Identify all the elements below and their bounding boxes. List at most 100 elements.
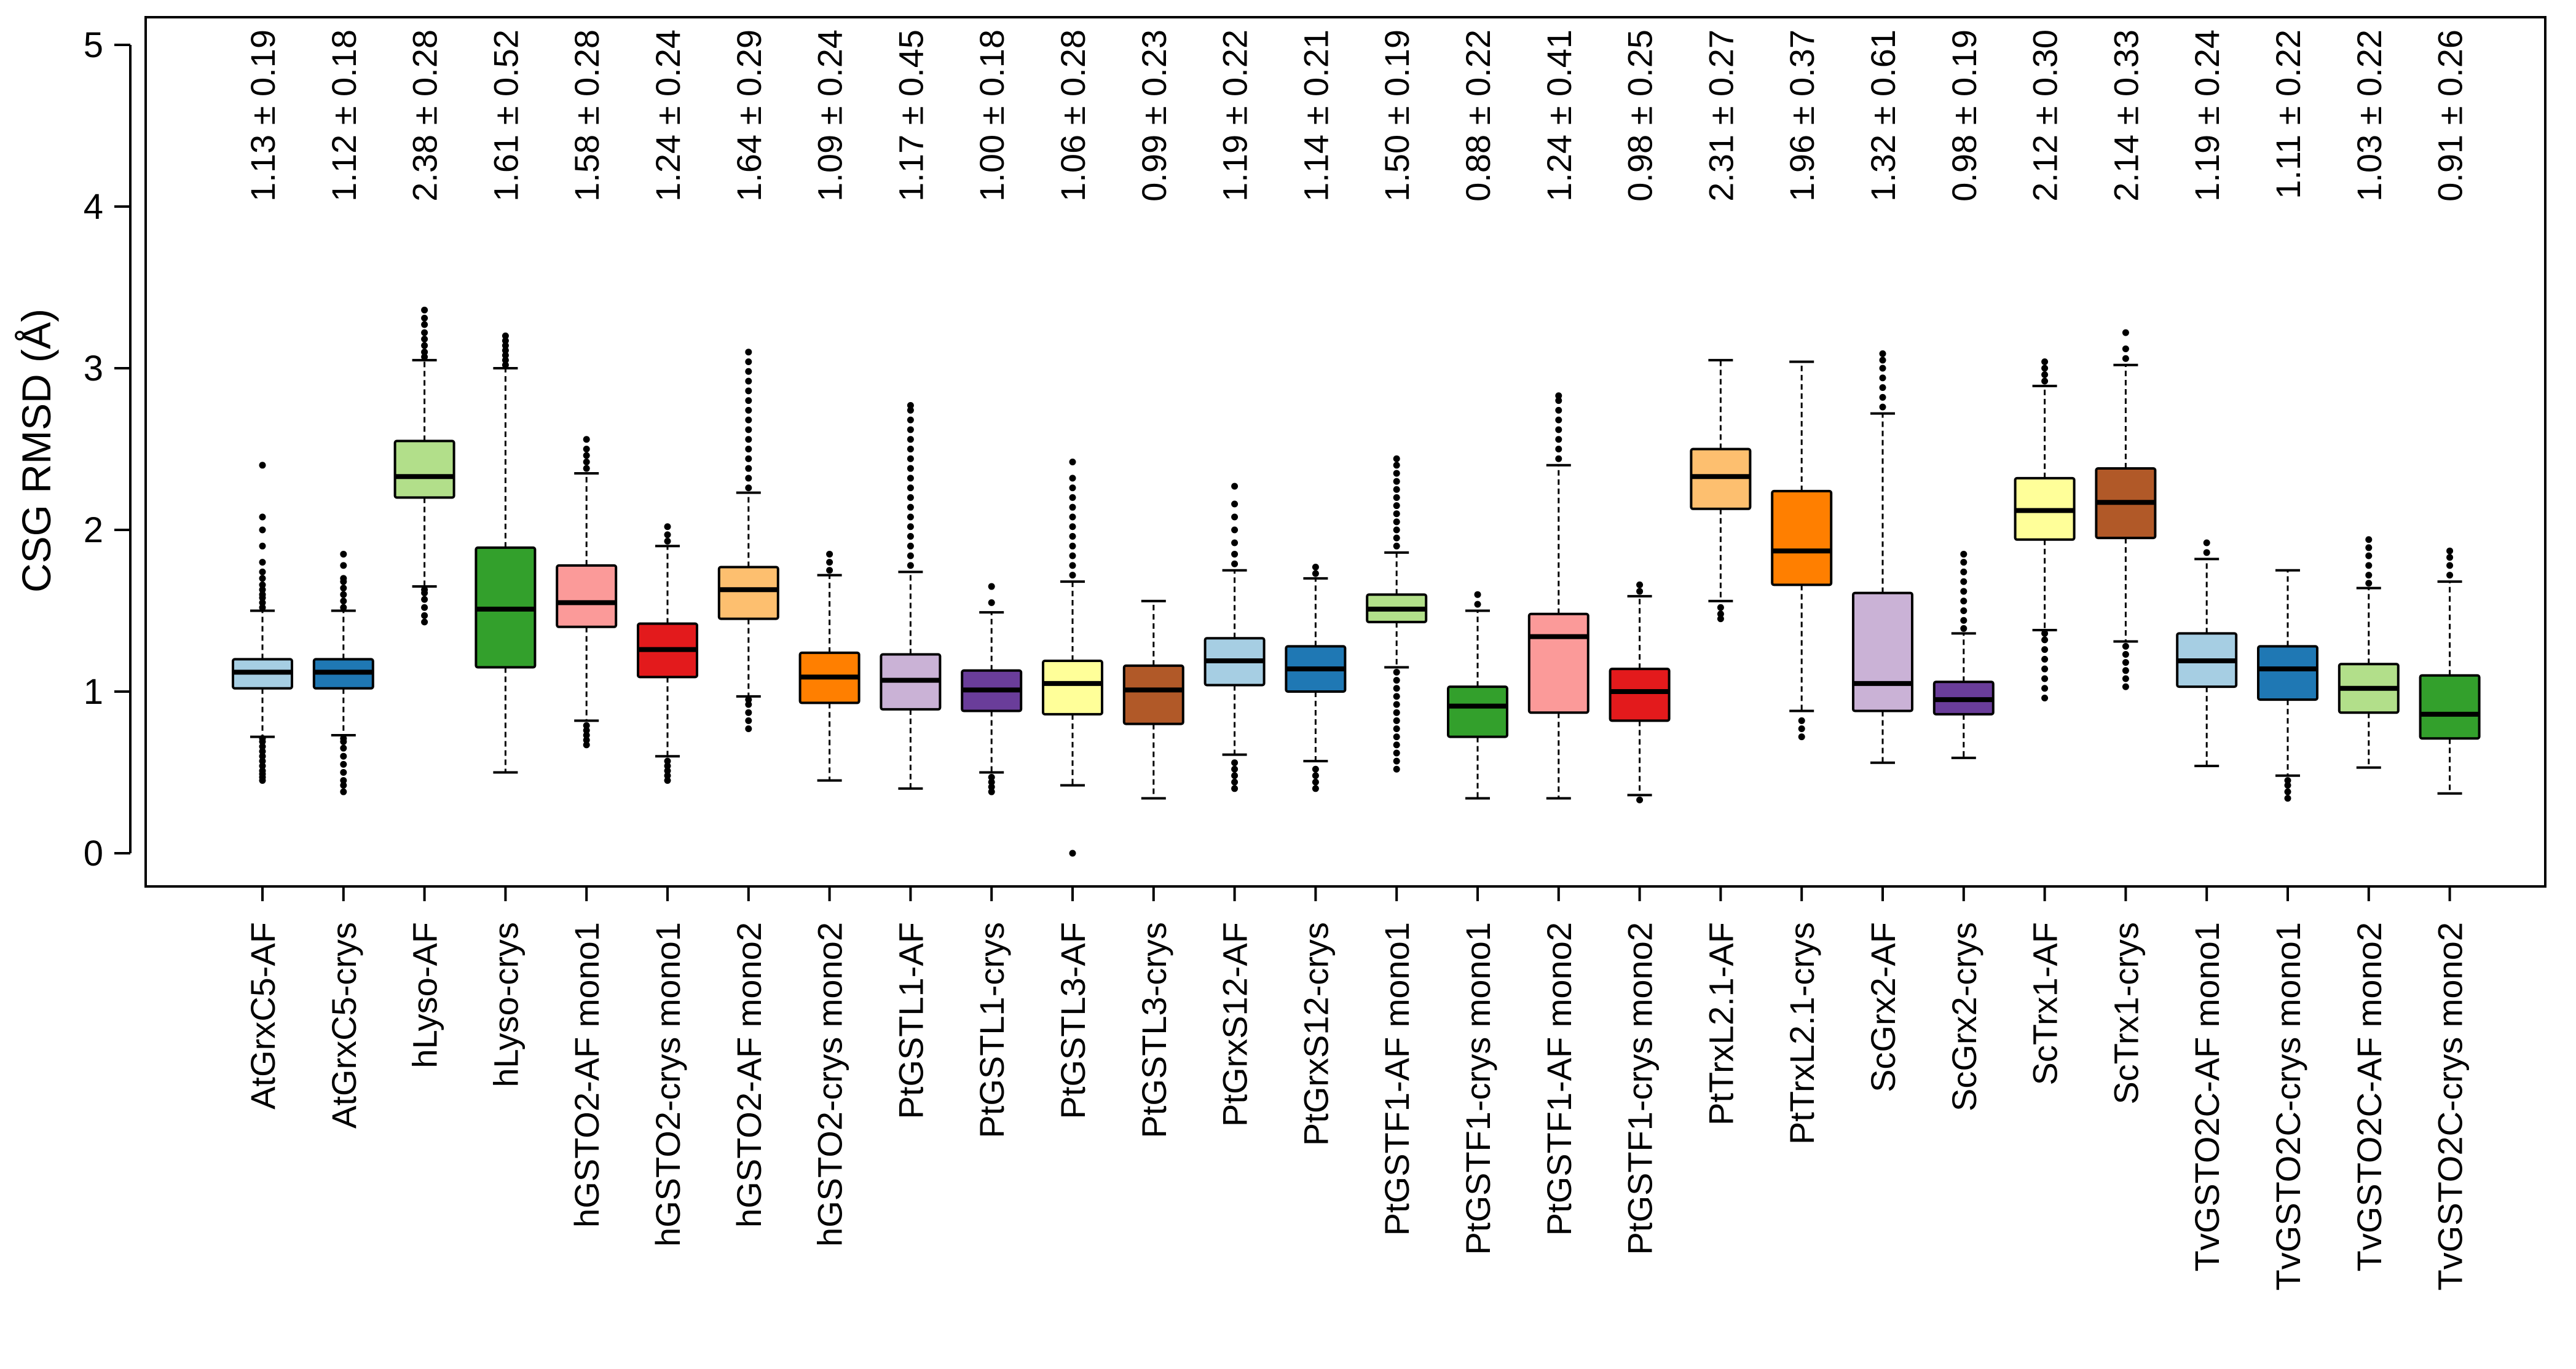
x-tick-label: hGSTO2-crys mono1 [648,922,687,1247]
outlier-point [1312,778,1319,786]
outlier-point [1960,625,1967,632]
outlier-point [1555,392,1562,400]
outlier-point [1879,403,1886,411]
outlier-point [1393,470,1400,477]
outlier-point [1231,778,1239,786]
outlier-point [340,575,347,582]
outlier-point [1393,518,1400,526]
x-tick-label: hLyso-crys [486,922,525,1087]
outlier-point [1231,765,1239,773]
outlier-point [745,416,752,424]
outlier-point [1879,384,1886,392]
outlier-point [340,550,347,558]
x-tick-label: PtGSTF1-crys mono1 [1459,922,1497,1255]
outlier-point [1555,426,1562,433]
box-body [1527,612,1589,714]
box-10 [961,583,1023,795]
outlier-point [1555,436,1562,443]
outlier-point [2284,788,2291,795]
outlier-point [1231,759,1239,767]
box-body [717,566,779,620]
outlier-point [907,523,914,531]
box-2 [312,550,374,795]
outlier-point [421,604,428,611]
outlier-point [583,452,590,459]
box-6 [637,523,698,784]
outlier-point [1393,668,1400,676]
outlier-point [2122,659,2129,666]
box-body [1609,668,1671,722]
outlier-point [259,542,266,550]
mean-sd-label: 0.88 ± 0.22 [1459,30,1497,202]
mean-sd-label: 1.13 ± 0.19 [243,30,282,202]
outlier-point [1069,572,1076,579]
outlier-point [907,416,914,424]
outlier-point [745,484,752,492]
x-tick-label: PtGSTF1-AF mono2 [1540,922,1578,1236]
outlier-point [1393,733,1400,741]
box-26 [2257,569,2318,802]
outlier-point [1555,406,1562,414]
outlier-point [2446,562,2454,569]
outlier-point [1393,534,1400,542]
x-tick-label: PtGrxS12-crys [1296,922,1335,1146]
outlier-point [421,314,428,322]
outlier-point [1231,785,1239,792]
outlier-point [1393,693,1400,700]
outlier-point [2284,777,2291,784]
outlier-point [340,598,347,605]
outlier-point [1069,850,1076,857]
mean-sd-label: 2.38 ± 0.28 [406,30,444,202]
outlier-point [2203,549,2210,556]
outlier-point [502,347,509,354]
outlier-point [1312,785,1319,792]
outlier-point [745,725,752,732]
outlier-point [907,533,914,540]
outlier-point [1636,796,1644,803]
outlier-point [1393,685,1400,692]
outlier-point [502,337,509,344]
outlier-point [502,332,509,339]
outlier-point [907,503,914,511]
mean-sd-label: 1.64 ± 0.29 [730,30,768,202]
x-tick-label: PtTrxL2.1-AF [1701,922,1740,1126]
boxes-layer [232,306,2481,857]
outlier-point [1393,717,1400,724]
outlier-point [2365,572,2373,579]
outlier-point [988,599,995,606]
mean-sd-label: 2.14 ± 0.33 [2106,30,2145,202]
outlier-point [1393,542,1400,550]
outlier-point [664,757,671,765]
y-tick-label-2: 2 [84,510,103,550]
box-body [1447,685,1508,738]
box-12 [1122,599,1184,800]
box-11 [1042,459,1103,857]
outlier-point [907,484,914,492]
box-7 [717,349,779,732]
outlier-point [2203,539,2210,546]
box-body [393,440,455,499]
mean-sd-label: 1.14 ± 0.21 [1296,30,1335,202]
box-15 [1366,455,1428,773]
outlier-point [2122,355,2129,362]
box-4 [475,332,537,774]
outlier-point [1231,500,1239,508]
outlier-point [1069,542,1076,550]
outlier-point [1960,607,1967,614]
outlier-point [583,722,590,729]
outlier-point [1960,598,1967,605]
outlier-point [664,777,671,784]
box-25 [2176,539,2238,767]
x-tick-label: PtGSTL3-crys [1135,922,1173,1138]
outlier-point [664,767,671,775]
outlier-point [1069,484,1076,492]
outlier-point [2041,695,2049,702]
outlier-point [907,401,914,409]
x-tick-label: ScGrx2-AF [1864,922,1902,1092]
outlier-point [259,757,266,765]
x-tick-labels: AtGrxC5-AF AtGrxC5-crys hLyso-AF hLyso-crys… [243,886,2470,1291]
box-8 [798,550,861,782]
outlier-point [1879,357,1886,364]
outlier-point [1960,578,1967,585]
outlier-point [664,772,671,779]
